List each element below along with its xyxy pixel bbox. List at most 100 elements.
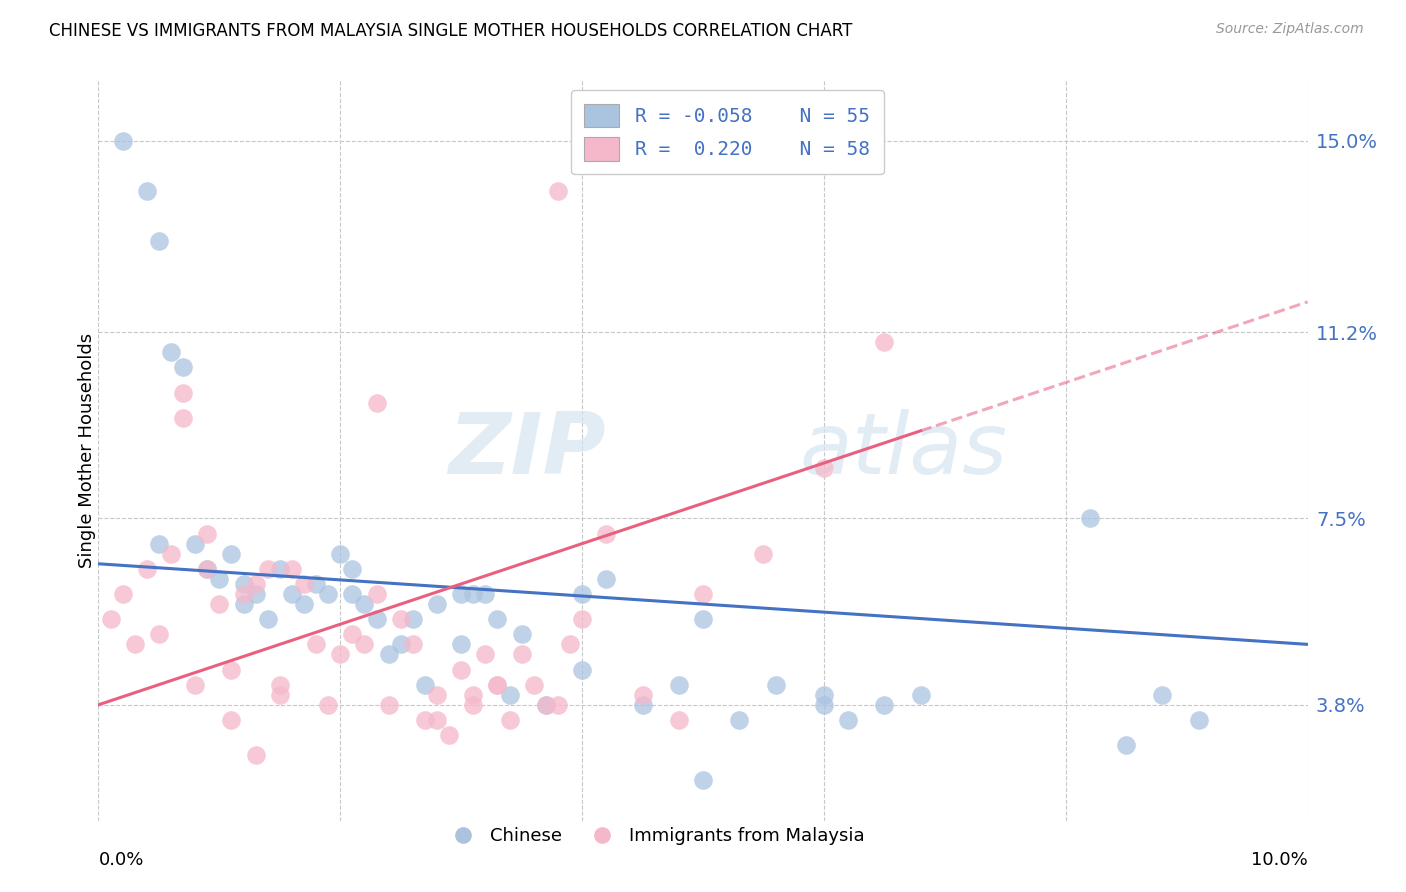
Point bbox=[184, 536, 207, 550]
Point bbox=[813, 461, 835, 475]
Point bbox=[765, 678, 787, 692]
Point bbox=[256, 562, 278, 576]
Point bbox=[111, 587, 134, 601]
Point bbox=[148, 33, 170, 47]
Point bbox=[172, 360, 194, 375]
Point bbox=[366, 612, 388, 626]
Point bbox=[510, 648, 533, 662]
Point bbox=[498, 713, 520, 727]
Point bbox=[402, 637, 425, 651]
Point bbox=[571, 587, 593, 601]
Point bbox=[245, 577, 267, 591]
Point bbox=[353, 637, 375, 651]
Point bbox=[728, 713, 751, 727]
Point bbox=[595, 526, 617, 541]
Point bbox=[111, 134, 134, 148]
Point bbox=[366, 587, 388, 601]
Point bbox=[463, 698, 485, 712]
Point bbox=[256, 612, 278, 626]
Point bbox=[124, 637, 146, 651]
Point bbox=[1152, 688, 1174, 702]
Point bbox=[450, 663, 472, 677]
Point bbox=[353, 597, 375, 611]
Point bbox=[910, 688, 932, 702]
Point bbox=[631, 688, 654, 702]
Point bbox=[342, 587, 364, 601]
Point bbox=[342, 627, 364, 641]
Point bbox=[547, 698, 569, 712]
Point bbox=[366, 395, 388, 409]
Point bbox=[752, 547, 775, 561]
Point bbox=[329, 648, 352, 662]
Point bbox=[269, 688, 291, 702]
Text: ZIP: ZIP bbox=[449, 409, 606, 492]
Legend: Chinese, Immigrants from Malaysia: Chinese, Immigrants from Malaysia bbox=[437, 820, 872, 853]
Point bbox=[571, 612, 593, 626]
Point bbox=[100, 612, 122, 626]
Point bbox=[1188, 713, 1211, 727]
Point bbox=[474, 587, 496, 601]
Point bbox=[873, 335, 896, 350]
Point bbox=[813, 688, 835, 702]
Point bbox=[413, 678, 436, 692]
Point bbox=[523, 678, 546, 692]
Point bbox=[1115, 738, 1137, 752]
Point bbox=[474, 648, 496, 662]
Text: 10.0%: 10.0% bbox=[1251, 851, 1308, 869]
Point bbox=[668, 678, 690, 692]
Point bbox=[135, 562, 157, 576]
Point bbox=[450, 587, 472, 601]
Point bbox=[631, 698, 654, 712]
Point bbox=[426, 713, 449, 727]
Point bbox=[172, 410, 194, 425]
Point bbox=[195, 526, 218, 541]
Point bbox=[402, 612, 425, 626]
Point bbox=[148, 627, 170, 641]
Point bbox=[148, 536, 170, 550]
Point bbox=[692, 612, 714, 626]
Point bbox=[463, 587, 485, 601]
Y-axis label: Single Mother Households: Single Mother Households bbox=[79, 333, 96, 568]
Point bbox=[534, 698, 557, 712]
Point bbox=[450, 637, 472, 651]
Point bbox=[232, 577, 254, 591]
Point bbox=[595, 572, 617, 586]
Text: CHINESE VS IMMIGRANTS FROM MALAYSIA SINGLE MOTHER HOUSEHOLDS CORRELATION CHART: CHINESE VS IMMIGRANTS FROM MALAYSIA SING… bbox=[49, 22, 852, 40]
Point bbox=[437, 728, 460, 742]
Point bbox=[316, 698, 339, 712]
Point bbox=[377, 648, 399, 662]
Point bbox=[813, 698, 835, 712]
Point bbox=[135, 184, 157, 198]
Point bbox=[486, 678, 509, 692]
Point bbox=[692, 587, 714, 601]
Point bbox=[245, 748, 267, 763]
Point bbox=[329, 547, 352, 561]
Point bbox=[486, 612, 509, 626]
Point bbox=[221, 547, 243, 561]
Point bbox=[463, 688, 485, 702]
Point bbox=[668, 713, 690, 727]
Point bbox=[558, 637, 581, 651]
Point bbox=[534, 698, 557, 712]
Point bbox=[160, 547, 183, 561]
Point bbox=[208, 572, 231, 586]
Point bbox=[547, 184, 569, 198]
Point bbox=[269, 678, 291, 692]
Point bbox=[498, 688, 520, 702]
Text: atlas: atlas bbox=[800, 409, 1008, 492]
Point bbox=[221, 663, 243, 677]
Point bbox=[305, 577, 328, 591]
Point bbox=[389, 612, 412, 626]
Point bbox=[245, 587, 267, 601]
Point bbox=[232, 587, 254, 601]
Point bbox=[305, 637, 328, 651]
Point bbox=[316, 587, 339, 601]
Point bbox=[692, 773, 714, 788]
Point bbox=[1078, 511, 1101, 525]
Point bbox=[208, 597, 231, 611]
Point bbox=[426, 688, 449, 702]
Text: Source: ZipAtlas.com: Source: ZipAtlas.com bbox=[1216, 22, 1364, 37]
Point bbox=[195, 562, 218, 576]
Point bbox=[377, 698, 399, 712]
Point bbox=[873, 698, 896, 712]
